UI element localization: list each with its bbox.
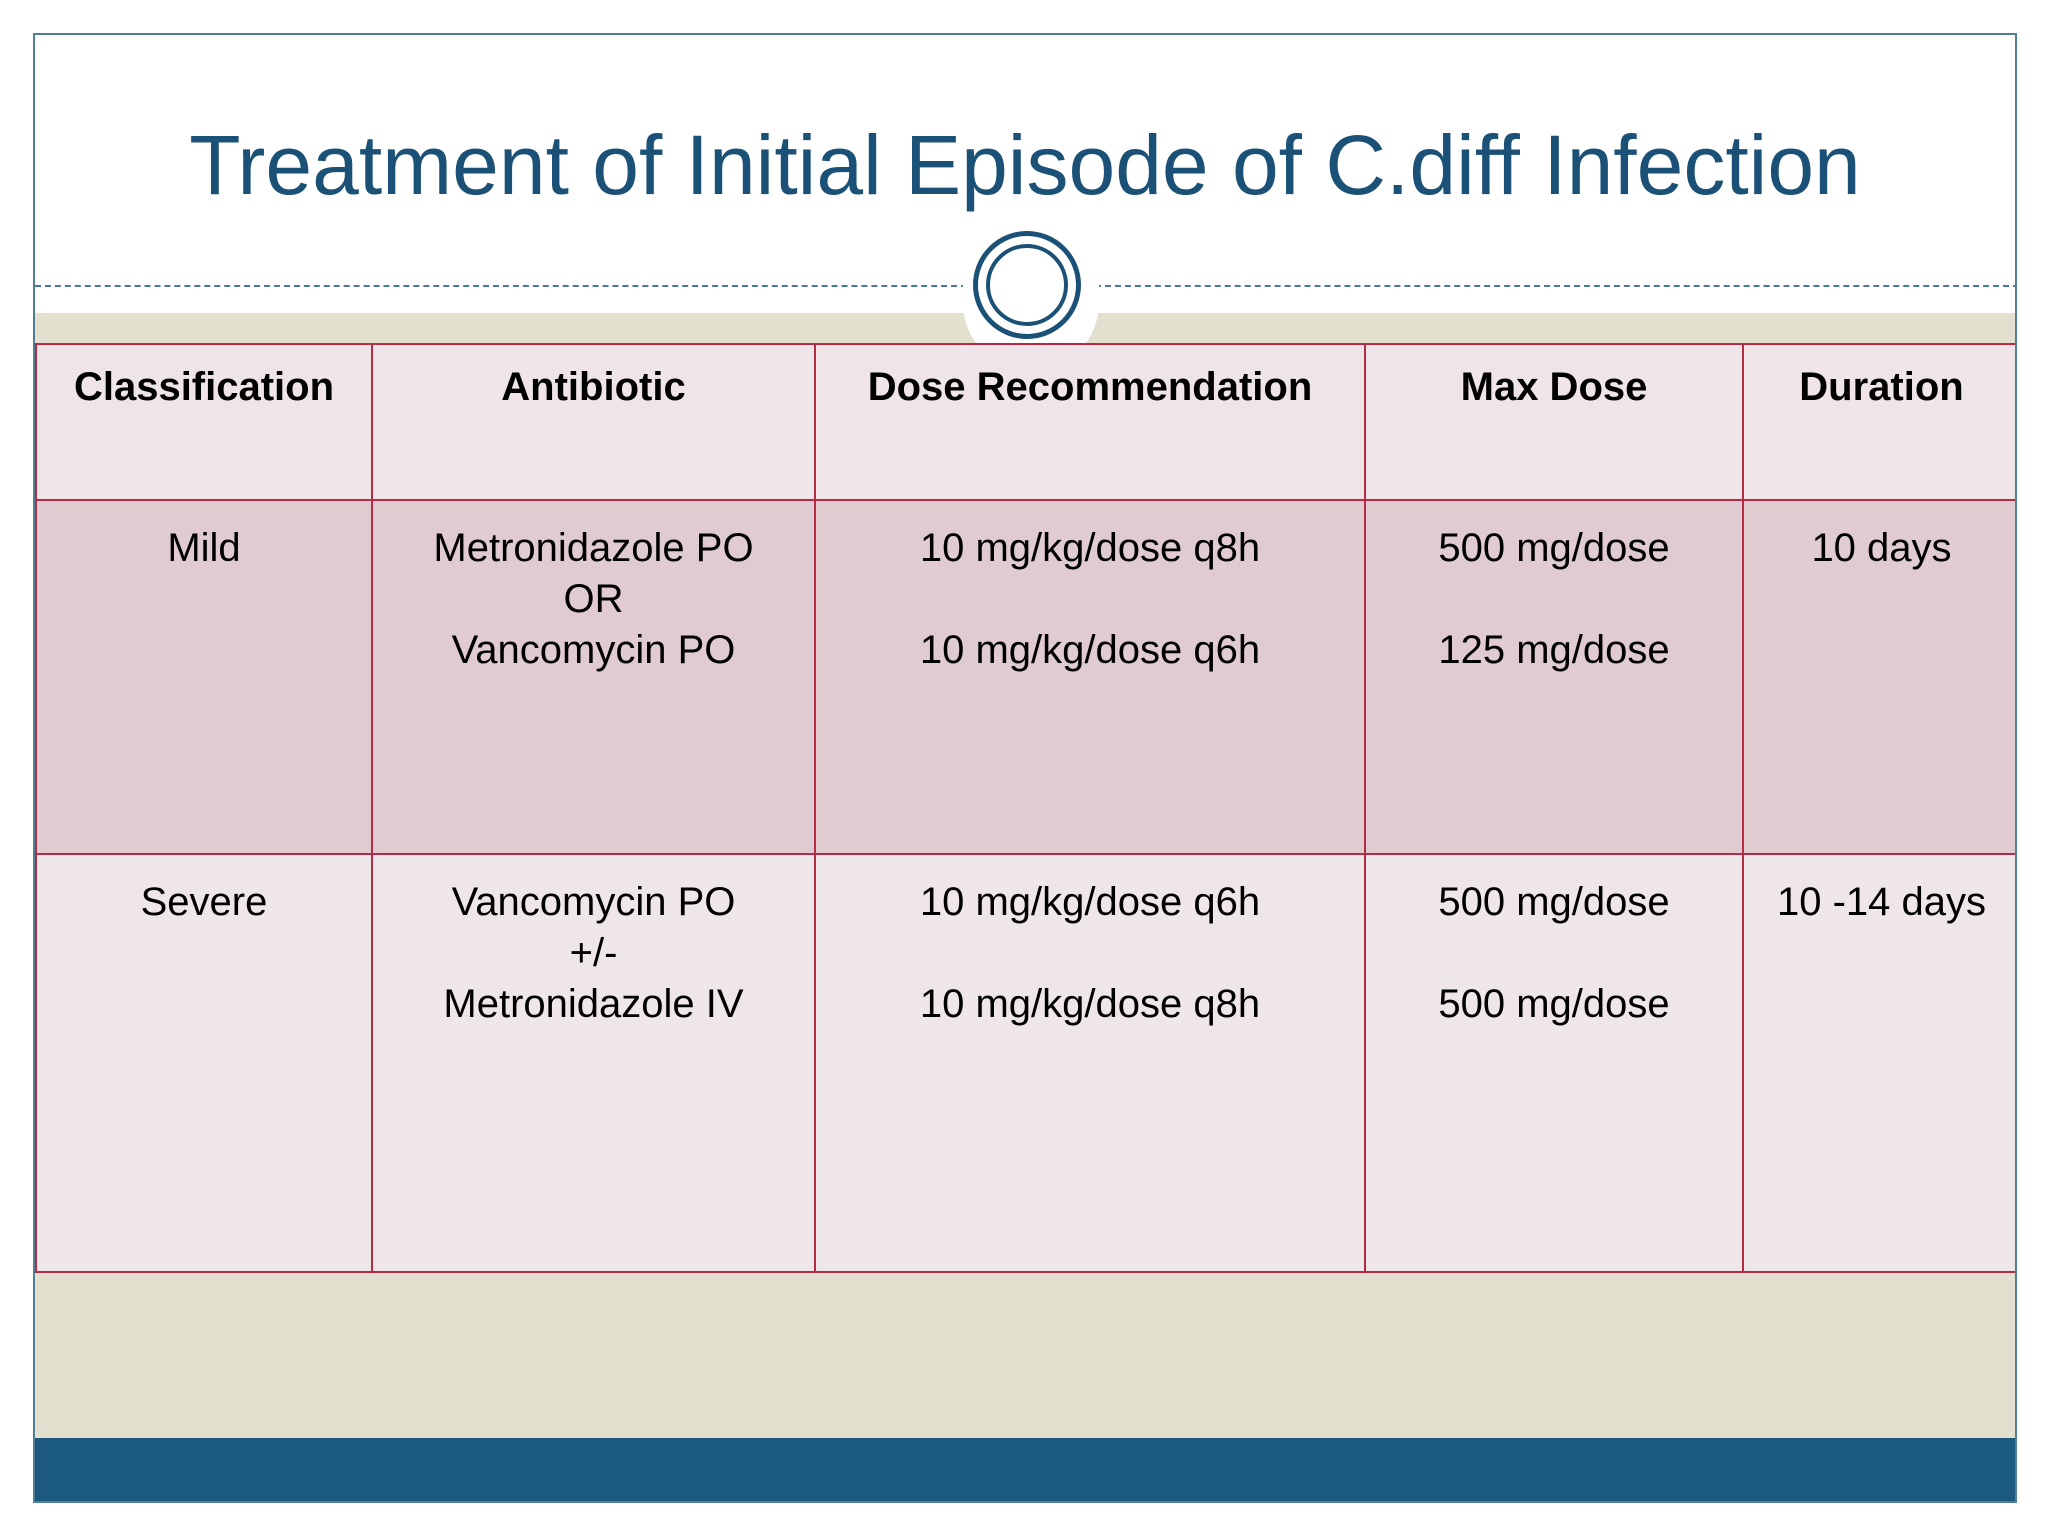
classification-text: Severe — [140, 880, 268, 924]
cell-max-dose: 500 mg/dose 500 mg/dose — [1364, 853, 1744, 1273]
duration-text: 10 -14 days — [1776, 880, 1987, 924]
cell-classification: Severe — [35, 853, 373, 1273]
dose-line: 10 mg/kg/dose q6h — [919, 880, 1261, 924]
antibiotic-line: Metronidazole PO — [433, 526, 754, 570]
slide-title: Treatment of Initial Episode of C.diff I… — [189, 118, 1861, 212]
max-dose-line: 500 mg/dose — [1438, 982, 1670, 1026]
dose-line: 10 mg/kg/dose q8h — [919, 982, 1261, 1026]
header-dose-recommendation: Dose Recommendation — [814, 343, 1366, 501]
max-dose-line: 500 mg/dose — [1438, 880, 1670, 924]
line-gap — [1366, 928, 1742, 979]
header-duration: Duration — [1742, 343, 2015, 501]
table-row-severe: Severe Vancomycin PO +/- Metronidazole I… — [35, 853, 2015, 1273]
header-classification: Classification — [35, 343, 373, 501]
header-max-dose: Max Dose — [1364, 343, 1744, 501]
circle-ornament-icon — [973, 231, 1081, 339]
dose-line: 10 mg/kg/dose q6h — [919, 628, 1261, 672]
cell-classification: Mild — [35, 499, 373, 855]
duration-text: 10 days — [1811, 526, 1952, 570]
cell-dose: 10 mg/kg/dose q8h 10 mg/kg/dose q6h — [814, 499, 1366, 855]
treatment-table: Classification Antibiotic Dose Recommend… — [35, 343, 2015, 1273]
dose-line: 10 mg/kg/dose q8h — [919, 526, 1261, 570]
table-header-row: Classification Antibiotic Dose Recommend… — [35, 343, 2015, 501]
circle-ornament-inner — [986, 244, 1068, 326]
antibiotic-line: Metronidazole IV — [443, 982, 744, 1026]
header-antibiotic: Antibiotic — [371, 343, 816, 501]
antibiotic-line: Vancomycin PO — [451, 880, 736, 924]
antibiotic-line: OR — [563, 577, 624, 621]
cell-antibiotic: Vancomycin PO +/- Metronidazole IV — [371, 853, 816, 1273]
divider-left — [35, 285, 967, 287]
cell-duration: 10 days — [1742, 499, 2015, 855]
cell-max-dose: 500 mg/dose 125 mg/dose — [1364, 499, 1744, 855]
cell-duration: 10 -14 days — [1742, 853, 2015, 1273]
antibiotic-line: +/- — [569, 931, 618, 975]
cell-antibiotic: Metronidazole PO OR Vancomycin PO — [371, 499, 816, 855]
antibiotic-line: Vancomycin PO — [451, 628, 736, 672]
line-gap — [816, 574, 1364, 625]
table-row-mild: Mild Metronidazole PO OR Vancomycin PO 1… — [35, 499, 2015, 855]
footer-bar — [35, 1438, 2015, 1501]
cell-dose: 10 mg/kg/dose q6h 10 mg/kg/dose q8h — [814, 853, 1366, 1273]
slide: Treatment of Initial Episode of C.diff I… — [33, 33, 2017, 1503]
classification-text: Mild — [167, 526, 241, 570]
line-gap — [816, 928, 1364, 979]
max-dose-line: 500 mg/dose — [1438, 526, 1670, 570]
line-gap — [1366, 574, 1742, 625]
max-dose-line: 125 mg/dose — [1438, 628, 1670, 672]
divider-right — [1095, 285, 2015, 287]
